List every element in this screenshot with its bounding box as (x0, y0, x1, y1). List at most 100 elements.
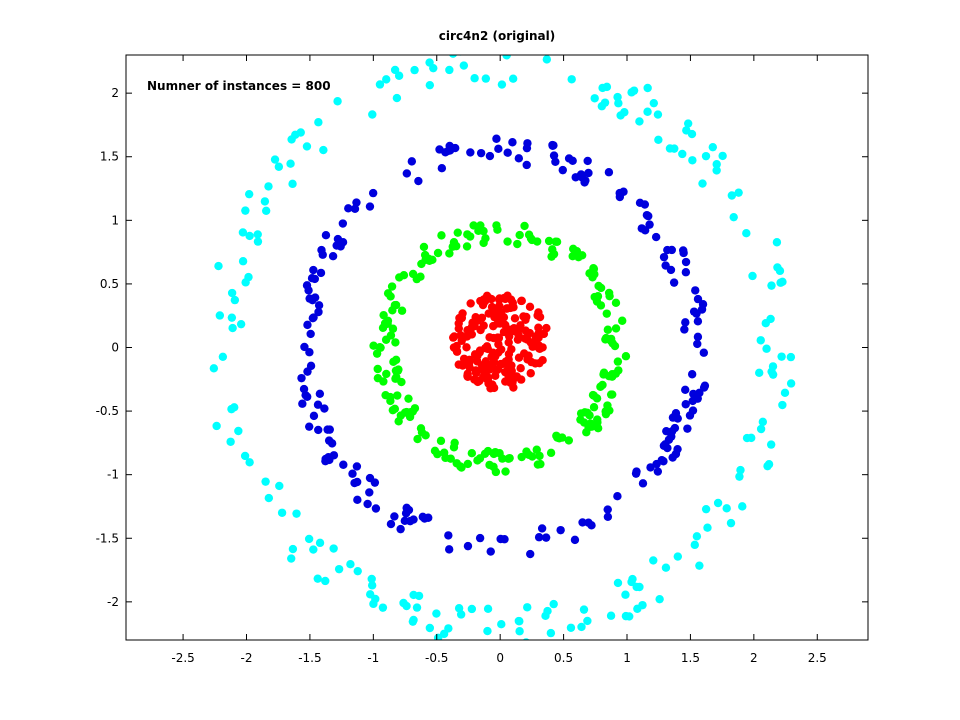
data-point (275, 481, 284, 491)
data-point (503, 237, 512, 246)
data-point (425, 80, 435, 90)
data-point (491, 312, 501, 322)
data-point (678, 246, 688, 255)
axes: -2.5 -2 -1.5 -1 -0.5 0 0.5 1 1.5 2 2.5 -2 -1.5 -1 -0.5… (96, 54, 869, 665)
data-point (601, 335, 610, 344)
data-point (587, 521, 596, 530)
data-point (691, 286, 700, 295)
data-point (483, 446, 493, 456)
data-point (245, 458, 254, 467)
data-point (522, 160, 531, 170)
data-point (320, 404, 329, 413)
data-point (515, 230, 524, 240)
data-point (504, 332, 514, 341)
data-point (773, 263, 782, 272)
data-point (523, 603, 532, 612)
data-point (365, 202, 375, 211)
data-point (520, 221, 529, 231)
data-point (368, 110, 377, 119)
data-point (669, 278, 679, 287)
series-3 (209, 55, 796, 640)
data-point (463, 371, 472, 381)
data-point (756, 336, 765, 345)
data-point (350, 204, 360, 214)
y-tick-label: -1.5 (96, 531, 119, 545)
data-point (489, 321, 498, 331)
data-point (493, 225, 502, 234)
data-point (662, 426, 671, 436)
data-point (314, 118, 323, 127)
data-point (366, 590, 375, 599)
data-point (353, 495, 362, 505)
data-point (462, 242, 472, 251)
data-point (436, 436, 446, 446)
data-point (526, 369, 535, 378)
data-point (541, 611, 550, 621)
data-point (584, 168, 593, 178)
data-point (437, 164, 447, 173)
data-point (519, 312, 528, 321)
data-point (481, 357, 491, 366)
data-point (230, 403, 239, 412)
data-point (766, 440, 776, 449)
data-point (412, 603, 422, 612)
data-point (352, 198, 361, 207)
data-point (577, 622, 586, 632)
data-point (344, 204, 353, 213)
data-point (613, 357, 623, 366)
data-point (501, 294, 510, 304)
data-point (454, 360, 463, 369)
data-point (471, 366, 481, 375)
y-tick-label: 1.5 (100, 150, 119, 164)
data-point (495, 301, 504, 311)
data-point (653, 467, 663, 476)
data-point (484, 309, 493, 318)
data-points (209, 55, 796, 640)
data-point (534, 323, 543, 332)
data-point (556, 525, 565, 535)
data-point (681, 385, 690, 395)
data-point (486, 547, 495, 556)
data-point (274, 162, 284, 171)
data-point (576, 170, 586, 179)
data-point (611, 324, 621, 333)
data-point (400, 516, 410, 526)
data-point (649, 98, 659, 108)
data-point (393, 391, 402, 400)
data-point (596, 283, 606, 293)
data-point (605, 291, 614, 301)
data-point (419, 242, 429, 252)
data-point (485, 333, 494, 342)
data-point (653, 110, 663, 119)
data-point (514, 154, 524, 163)
x-tick-label: -2.5 (171, 651, 194, 665)
data-point (346, 560, 355, 569)
data-point (497, 620, 506, 629)
data-point (544, 236, 554, 246)
data-point (410, 65, 419, 75)
data-point (230, 295, 240, 305)
data-point (627, 88, 636, 97)
data-point (492, 134, 501, 143)
data-point (319, 145, 328, 155)
x-tick-label: 2 (750, 651, 758, 665)
data-point (463, 541, 473, 551)
data-point (526, 549, 535, 559)
data-point (640, 226, 650, 235)
data-point (380, 319, 390, 328)
data-point (680, 325, 689, 334)
data-point (722, 504, 731, 513)
data-point (513, 335, 523, 344)
data-point (370, 478, 380, 487)
data-point (567, 75, 576, 84)
data-point (449, 443, 459, 452)
data-point (503, 148, 512, 157)
data-point (564, 436, 574, 445)
data-point (298, 399, 307, 408)
data-point (378, 603, 388, 612)
y-tick-label: 2 (111, 86, 119, 100)
data-point (408, 617, 418, 626)
data-point (503, 364, 513, 374)
chart-title: circ4n2 (original) (439, 29, 555, 43)
data-point (375, 80, 385, 89)
